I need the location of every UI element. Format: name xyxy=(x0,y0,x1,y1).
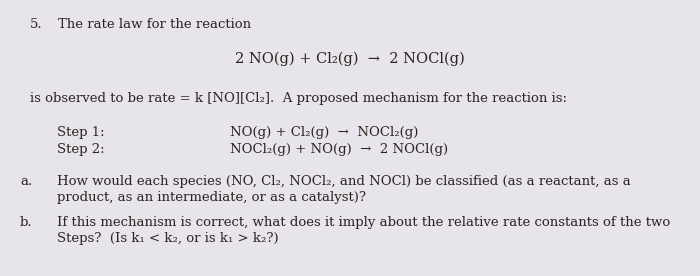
Text: Step 1:: Step 1: xyxy=(57,126,104,139)
Text: How would each species (NO, Cl₂, NOCl₂, and NOCl) be classified (as a reactant, : How would each species (NO, Cl₂, NOCl₂, … xyxy=(57,175,631,188)
Text: 5.: 5. xyxy=(30,18,43,31)
Text: Steps?  (Is k₁ < k₂, or is k₁ > k₂?): Steps? (Is k₁ < k₂, or is k₁ > k₂?) xyxy=(57,232,279,245)
Text: Step 2:: Step 2: xyxy=(57,143,104,156)
Text: If this mechanism is correct, what does it imply about the relative rate constan: If this mechanism is correct, what does … xyxy=(57,216,671,229)
Text: a.: a. xyxy=(20,175,32,188)
Text: The rate law for the reaction: The rate law for the reaction xyxy=(58,18,251,31)
Text: b.: b. xyxy=(20,216,33,229)
Text: is observed to be rate = k [NO][Cl₂].  A proposed mechanism for the reaction is:: is observed to be rate = k [NO][Cl₂]. A … xyxy=(30,92,567,105)
Text: product, as an intermediate, or as a catalyst)?: product, as an intermediate, or as a cat… xyxy=(57,191,366,204)
Text: NOCl₂(g) + NO(g)  →  2 NOCl(g): NOCl₂(g) + NO(g) → 2 NOCl(g) xyxy=(230,143,448,156)
Text: NO(g) + Cl₂(g)  →  NOCl₂(g): NO(g) + Cl₂(g) → NOCl₂(g) xyxy=(230,126,419,139)
Text: 2 NO(g) + Cl₂(g)  →  2 NOCl(g): 2 NO(g) + Cl₂(g) → 2 NOCl(g) xyxy=(235,52,465,67)
